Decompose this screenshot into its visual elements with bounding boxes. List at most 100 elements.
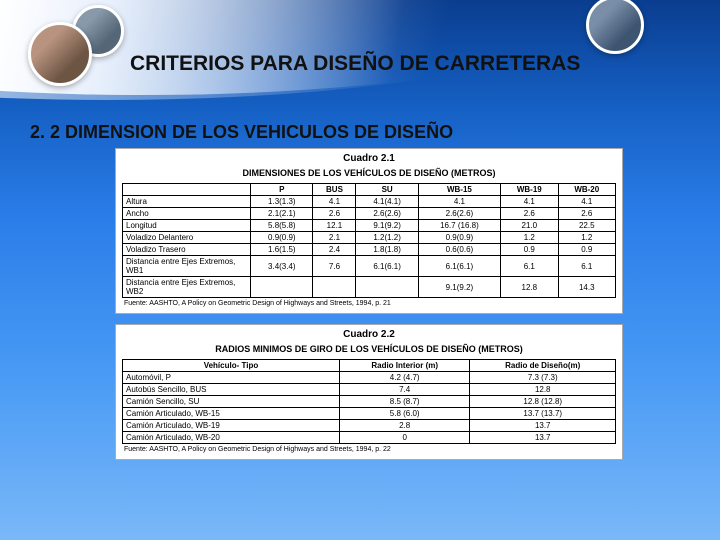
- table-cell: 4.1: [418, 196, 500, 208]
- table-cell: 8.5 (8.7): [339, 396, 470, 408]
- table-cell: [313, 277, 356, 298]
- table-row: Voladizo Trasero1.6(1.5)2.41.8(1.8)0.6(0…: [123, 244, 616, 256]
- table-cell: 4.2 (4.7): [339, 372, 470, 384]
- table-cell: 4.1: [558, 196, 615, 208]
- t1-col-6: WB-20: [558, 184, 615, 196]
- table-row: Voladizo Delantero0.9(0.9)2.11.2(1.2)0.9…: [123, 232, 616, 244]
- t1-col-4: WB-15: [418, 184, 500, 196]
- table-row: Distancia entre Ejes Extremos, WB2 9.1(9.…: [123, 277, 616, 298]
- table-row: Camión Articulado, WB-192.813.7: [123, 420, 616, 432]
- table-cell: 1.2: [501, 232, 558, 244]
- table-cell: 12.8: [501, 277, 558, 298]
- table-row: Ancho2.1(2.1)2.62.6(2.6)2.6(2.6)2.62.6: [123, 208, 616, 220]
- table-2-cuadro: Cuadro 2.2: [122, 329, 616, 340]
- table-1-title: DIMENSIONES DE LOS VEHÍCULOS DE DISEÑO (…: [122, 168, 616, 178]
- table-row: Altura1.3(1.3)4.14.1(4.1)4.14.14.1: [123, 196, 616, 208]
- table-cell: 9.1(9.2): [418, 277, 500, 298]
- table-1-box: Cuadro 2.1 DIMENSIONES DE LOS VEHÍCULOS …: [115, 148, 623, 314]
- table-cell: Autobús Sencillo, BUS: [123, 384, 340, 396]
- content-region: Cuadro 2.1 DIMENSIONES DE LOS VEHÍCULOS …: [115, 148, 623, 470]
- table-cell: 2.1(2.1): [251, 208, 313, 220]
- table-cell: 13.7 (13.7): [470, 408, 616, 420]
- table-cell: 1.6(1.5): [251, 244, 313, 256]
- table-2-title: RADIOS MINIMOS DE GIRO DE LOS VEHÍCULOS …: [122, 344, 616, 354]
- table-cell: 2.1: [313, 232, 356, 244]
- table-cell: Automóvil, P: [123, 372, 340, 384]
- table-cell: 2.6(2.6): [356, 208, 418, 220]
- table-cell: 6.1(6.1): [356, 256, 418, 277]
- table-cell: 12.1: [313, 220, 356, 232]
- table-cell: 6.1(6.1): [418, 256, 500, 277]
- table-cell: 2.8: [339, 420, 470, 432]
- table-row: Camión Sencillo, SU8.5 (8.7)12.8 (12.8): [123, 396, 616, 408]
- table-row: Automóvil, P4.2 (4.7)7.3 (7.3): [123, 372, 616, 384]
- table-cell: 12.8: [470, 384, 616, 396]
- table-cell: 7.3 (7.3): [470, 372, 616, 384]
- dimensions-table: P BUS SU WB-15 WB-19 WB-20 Altura1.3(1.3…: [122, 183, 616, 298]
- table-cell: 4.1(4.1): [356, 196, 418, 208]
- table-cell: 2.4: [313, 244, 356, 256]
- t1-col-1: P: [251, 184, 313, 196]
- table-cell: 6.1: [558, 256, 615, 277]
- table-cell: Longitud: [123, 220, 251, 232]
- t1-col-3: SU: [356, 184, 418, 196]
- table-cell: 22.5: [558, 220, 615, 232]
- table-cell: Camión Articulado, WB-19: [123, 420, 340, 432]
- decorative-photo-2: [28, 22, 92, 86]
- table-cell: 13.7: [470, 432, 616, 444]
- t2-col-2: Radio de Diseño(m): [470, 360, 616, 372]
- table-cell: 4.1: [501, 196, 558, 208]
- table-1-source: Fuente: AASHTO, A Policy on Geometric De…: [122, 300, 616, 307]
- table-cell: 3.4(3.4): [251, 256, 313, 277]
- table-cell: Camión Articulado, WB-15: [123, 408, 340, 420]
- table-cell: 0: [339, 432, 470, 444]
- table-cell: Distancia entre Ejes Extremos, WB1: [123, 256, 251, 277]
- table-cell: Distancia entre Ejes Extremos, WB2: [123, 277, 251, 298]
- table-cell: 16.7 (16.8): [418, 220, 500, 232]
- table-cell: Voladizo Delantero: [123, 232, 251, 244]
- table-cell: [356, 277, 418, 298]
- table-cell: 1.8(1.8): [356, 244, 418, 256]
- table-cell: 0.9(0.9): [251, 232, 313, 244]
- table-2-source: Fuente: AASHTO, A Policy on Geometric De…: [122, 446, 616, 453]
- decorative-photo-3: [586, 0, 644, 54]
- table-cell: Camión Articulado, WB-20: [123, 432, 340, 444]
- table-cell: 14.3: [558, 277, 615, 298]
- table-cell: 9.1(9.2): [356, 220, 418, 232]
- table-row: Distancia entre Ejes Extremos, WB13.4(3.…: [123, 256, 616, 277]
- table-cell: 7.4: [339, 384, 470, 396]
- section-subtitle: 2. 2 DIMENSION DE LOS VEHICULOS DE DISEÑ…: [30, 122, 453, 143]
- table-cell: 12.8 (12.8): [470, 396, 616, 408]
- table-cell: 1.2(1.2): [356, 232, 418, 244]
- table-cell: Ancho: [123, 208, 251, 220]
- table-row: Autobús Sencillo, BUS7.412.8: [123, 384, 616, 396]
- table-cell: 4.1: [313, 196, 356, 208]
- table-cell: Voladizo Trasero: [123, 244, 251, 256]
- table-cell: 2.6: [313, 208, 356, 220]
- table-row: Camión Articulado, WB-20013.7: [123, 432, 616, 444]
- table-cell: 0.9(0.9): [418, 232, 500, 244]
- table-cell: 1.3(1.3): [251, 196, 313, 208]
- table-row: Longitud5.8(5.8)12.19.1(9.2)16.7 (16.8)2…: [123, 220, 616, 232]
- table-cell: 5.8(5.8): [251, 220, 313, 232]
- table-cell: 13.7: [470, 420, 616, 432]
- table-cell: 0.9: [558, 244, 615, 256]
- table-cell: 2.6(2.6): [418, 208, 500, 220]
- table-cell: 7.6: [313, 256, 356, 277]
- table-cell: 6.1: [501, 256, 558, 277]
- page-title: CRITERIOS PARA DISEÑO DE CARRETERAS: [130, 52, 580, 76]
- table-cell: 1.2: [558, 232, 615, 244]
- t1-col-5: WB-19: [501, 184, 558, 196]
- t2-col-1: Radio Interior (m): [339, 360, 470, 372]
- table-2-box: Cuadro 2.2 RADIOS MINIMOS DE GIRO DE LOS…: [115, 324, 623, 460]
- table-cell: 0.6(0.6): [418, 244, 500, 256]
- t2-col-0: Vehículo- Tipo: [123, 360, 340, 372]
- table-cell: 2.6: [558, 208, 615, 220]
- table-cell: [251, 277, 313, 298]
- table-cell: 21.0: [501, 220, 558, 232]
- table-cell: 2.6: [501, 208, 558, 220]
- table-cell: 0.9: [501, 244, 558, 256]
- t1-col-0: [123, 184, 251, 196]
- t1-col-2: BUS: [313, 184, 356, 196]
- table-cell: Camión Sencillo, SU: [123, 396, 340, 408]
